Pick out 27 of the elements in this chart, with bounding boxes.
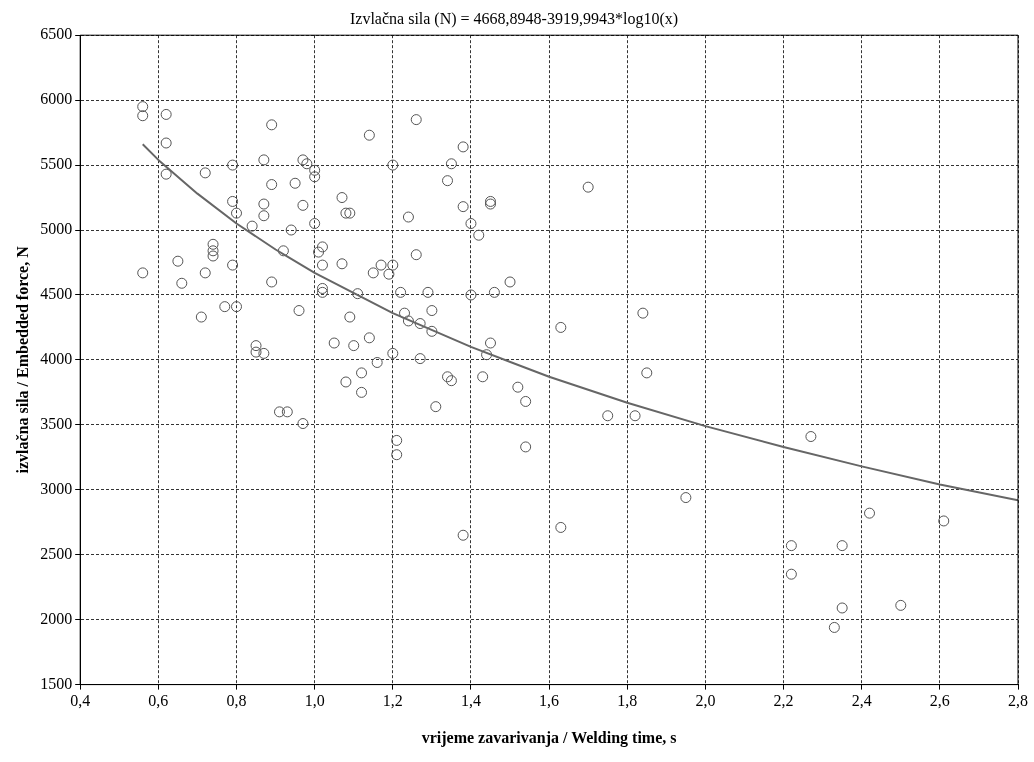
y-tick-label: 6500: [40, 25, 73, 43]
x-axis-title: vrijeme zavarivanja / Welding time, s: [421, 728, 677, 747]
y-tick-label: 3000: [40, 479, 73, 497]
y-tick-label: 3500: [40, 415, 73, 433]
y-tick-label: 6000: [40, 90, 73, 108]
x-tick-label: 0,6: [148, 692, 169, 710]
chart-title: Izvlačna sila (N) = 4668,8948-3919,9943*log10(x): [349, 9, 679, 28]
x-tick-label: 1,6: [539, 692, 560, 710]
x-tick-label: 2,8: [1008, 692, 1028, 710]
y-tick-label: 5500: [40, 155, 73, 173]
x-tick-label: 2,6: [929, 692, 950, 710]
x-tick-label: 0,8: [226, 692, 247, 710]
y-tick-label: 2000: [40, 609, 73, 627]
x-tick-label: 0,4: [70, 692, 91, 710]
x-tick-label: 1,8: [617, 692, 638, 710]
x-tick-label: 2,4: [851, 692, 872, 710]
y-tick-label: 4000: [40, 350, 73, 368]
x-tick-label: 1,0: [304, 692, 325, 710]
x-tick-label: 1,4: [460, 692, 481, 710]
y-tick-label: 1500: [40, 674, 73, 692]
x-tick-label: 2,2: [773, 692, 794, 710]
y-axis-title: izvlačna sila / Embedded force, N: [13, 245, 31, 474]
y-tick-label: 2500: [40, 544, 73, 562]
x-tick-label: 1,2: [382, 692, 403, 710]
y-tick-label: 4500: [40, 285, 73, 303]
y-tick-label: 5000: [40, 220, 73, 238]
x-tick-label: 2,0: [695, 692, 716, 710]
